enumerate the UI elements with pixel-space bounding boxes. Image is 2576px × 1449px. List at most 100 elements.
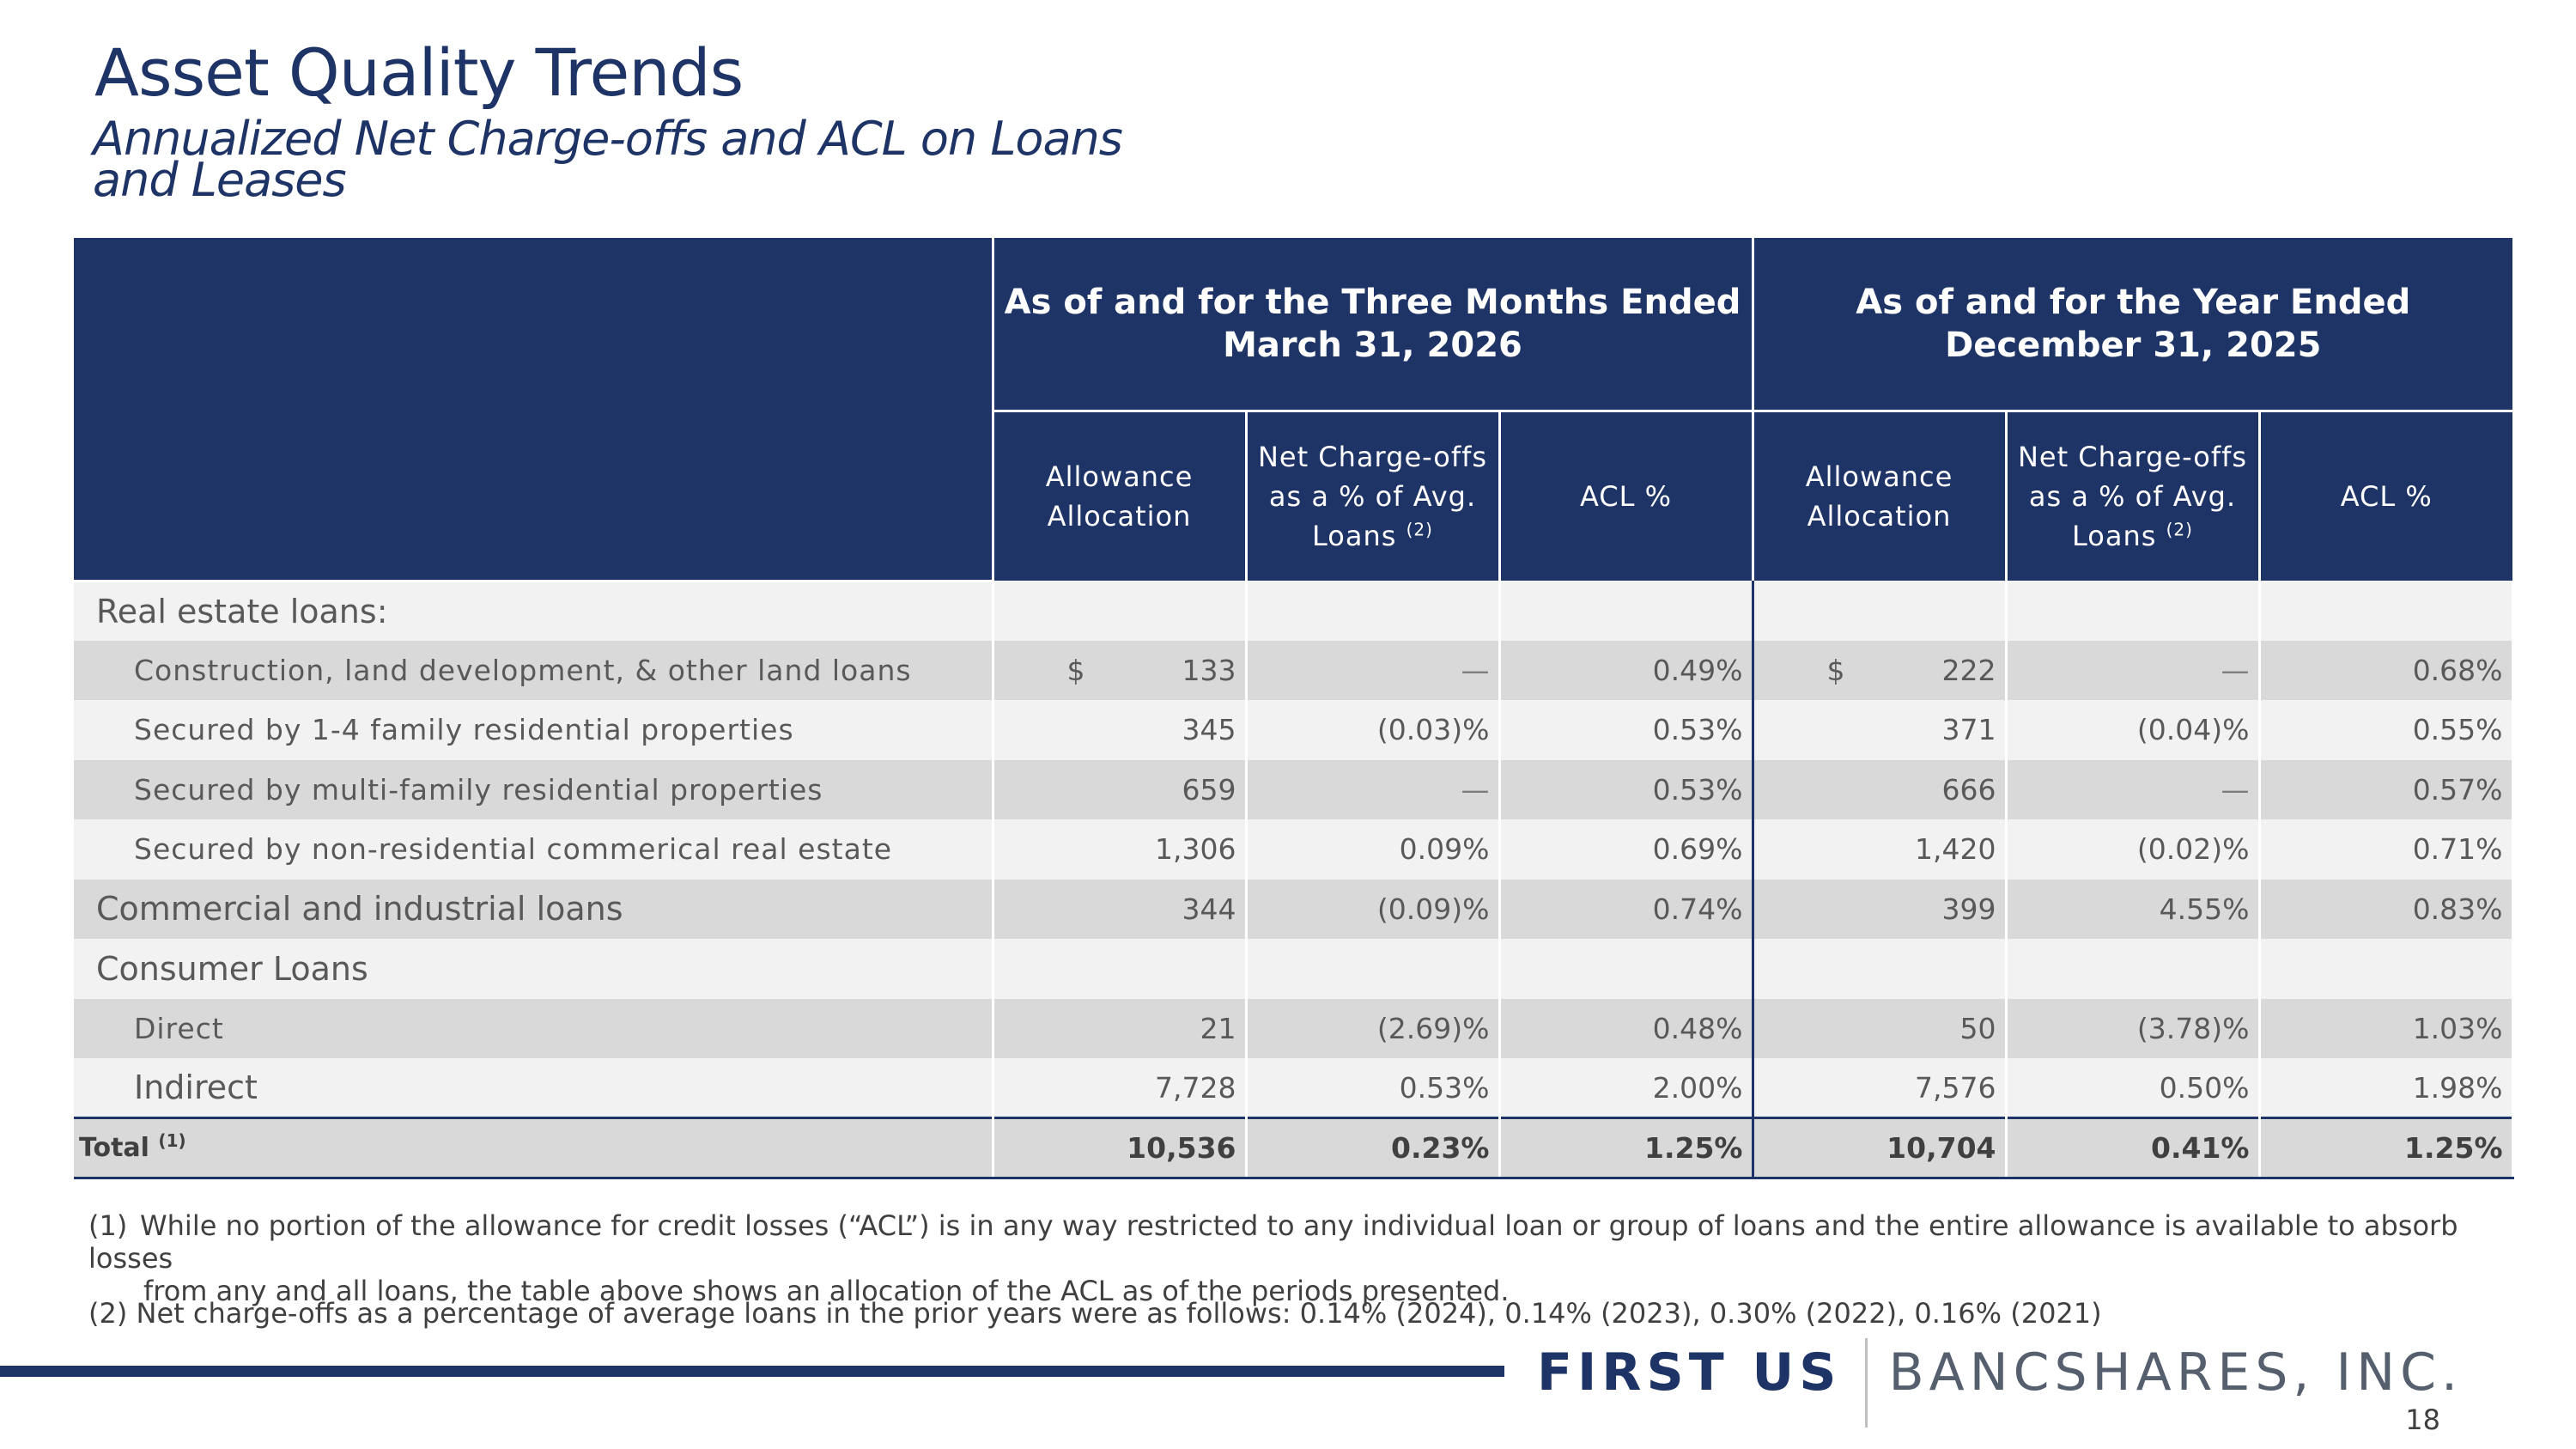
cell	[993, 939, 1248, 999]
cell: 1.25%	[2259, 1117, 2514, 1179]
cell	[993, 581, 1248, 641]
cell: 0.83%	[2259, 879, 2514, 939]
cell: 4.55%	[2006, 879, 2261, 939]
cell: 0.55%	[2259, 700, 2514, 760]
cell: 7,576	[1753, 1058, 2008, 1118]
page-number: 18	[2405, 1403, 2440, 1436]
cell: 0.53%	[1246, 1058, 1501, 1118]
logo-bancshares: BANCSHARES, INC.	[1888, 1342, 2464, 1403]
total-row: Total (1) 10,536 0.23% 1.25% 10,704 0.41…	[74, 1117, 2514, 1179]
cell: 344	[993, 879, 1248, 939]
cell: 0.57%	[2259, 759, 2514, 819]
cell: 0.68%	[2259, 640, 2514, 700]
cell: 0.41%	[2006, 1117, 2261, 1179]
cell: 0.69%	[1499, 819, 1754, 880]
cell: 10,704	[1753, 1117, 2008, 1179]
cell: 0.49%	[1499, 640, 1754, 700]
row-label: Secured by multi-family residential prop…	[74, 759, 994, 819]
total-label: Total (1)	[74, 1117, 994, 1179]
cell: 659	[993, 759, 1248, 819]
slide-title: Asset Quality Trends	[94, 34, 744, 111]
cell	[1499, 581, 1754, 641]
table-row: Secured by multi-family residential prop…	[74, 759, 2514, 819]
cell	[2259, 939, 2514, 999]
cell: 0.48%	[1499, 998, 1754, 1058]
cell: (0.02)%	[2006, 819, 2261, 880]
cell: 0.53%	[1499, 700, 1754, 760]
cell: 0.53%	[1499, 759, 1754, 819]
table-row: Real estate loans:	[74, 581, 2514, 641]
cell: 2.00%	[1499, 1058, 1754, 1118]
footnote-2: (2) Net charge-offs as a percentage of a…	[88, 1297, 2102, 1330]
cell: 0.50%	[2006, 1058, 2261, 1118]
cell: 345	[993, 700, 1248, 760]
cell: 1.98%	[2259, 1058, 2514, 1118]
company-logo: FIRST US BANCSHARES, INC.	[1537, 1338, 2464, 1428]
row-label: Consumer Loans	[74, 939, 994, 999]
cell	[1753, 939, 2008, 999]
table-row: Commercial and industrial loans 344 (0.0…	[74, 879, 2514, 939]
cell: —	[1246, 759, 1501, 819]
row-label: Direct	[74, 998, 994, 1058]
header-net-charge-offs: Net Charge-offs as a % of Avg. Loans (2)	[1246, 411, 1501, 581]
cell: $133	[993, 640, 1248, 700]
cell: —	[2006, 759, 2261, 819]
row-label: Construction, land development, & other …	[74, 640, 994, 700]
footer-rule	[0, 1366, 1504, 1377]
table-row: Construction, land development, & other …	[74, 640, 2514, 700]
row-label: Indirect	[74, 1058, 994, 1118]
header-blank-cell	[74, 238, 994, 582]
row-label: Secured by non-residential commerical re…	[74, 819, 994, 880]
cell: 10,536	[993, 1117, 1248, 1179]
cell: 399	[1753, 879, 2008, 939]
cell: —	[2006, 640, 2261, 700]
cell	[2006, 939, 2261, 999]
table-row: Indirect 7,728 0.53% 2.00% 7,576 0.50% 1…	[74, 1058, 2514, 1118]
table-row: Consumer Loans	[74, 939, 2514, 999]
logo-divider	[1865, 1338, 1868, 1428]
cell: 0.74%	[1499, 879, 1754, 939]
cell	[1499, 939, 1754, 999]
cell: 21	[993, 998, 1248, 1058]
cell: 1,420	[1753, 819, 2008, 880]
cell: 50	[1753, 998, 2008, 1058]
header-period-q1-2026: As of and for the Three Months Ended Mar…	[993, 238, 1754, 412]
header-acl-percent: ACL %	[2259, 411, 2513, 581]
cell: 0.09%	[1246, 819, 1501, 880]
cell: 1.25%	[1499, 1117, 1754, 1179]
cell: (2.69)%	[1246, 998, 1501, 1058]
cell: 1.03%	[2259, 998, 2514, 1058]
header-acl-percent: ACL %	[1499, 411, 1754, 581]
row-label: Real estate loans:	[74, 581, 994, 641]
cell: $222	[1753, 640, 2008, 700]
table-row: Secured by 1-4 family residential proper…	[74, 700, 2514, 760]
cell: 0.71%	[2259, 819, 2514, 880]
cell: (0.04)%	[2006, 700, 2261, 760]
currency-symbol: $	[1826, 653, 1845, 687]
header-allowance-allocation: Allowance Allocation	[1753, 411, 2008, 581]
asset-quality-table: As of and for the Three Months Ended Mar…	[74, 238, 2514, 1179]
cell: —	[1246, 640, 1501, 700]
cell	[2006, 581, 2261, 641]
cell	[2259, 581, 2514, 641]
cell	[1246, 581, 1501, 641]
slide-subtitle: Annualized Net Charge-offs and ACL on Lo…	[93, 112, 1123, 207]
row-label: Secured by 1-4 family residential proper…	[74, 700, 994, 760]
footnote-1: (1) While no portion of the allowance for…	[88, 1209, 2458, 1307]
table-row: Direct 21 (2.69)% 0.48% 50 (3.78)% 1.03%	[74, 998, 2514, 1058]
cell: 0.23%	[1246, 1117, 1501, 1179]
header-period-fy-2025: As of and for the Year Ended December 31…	[1753, 238, 2513, 412]
cell: (0.09)%	[1246, 879, 1501, 939]
table-row: Secured by non-residential commerical re…	[74, 819, 2514, 880]
cell: 7,728	[993, 1058, 1248, 1118]
cell	[1246, 939, 1501, 999]
cell: 371	[1753, 700, 2008, 760]
cell: 1,306	[993, 819, 1248, 880]
cell: (0.03)%	[1246, 700, 1501, 760]
cell: (3.78)%	[2006, 998, 2261, 1058]
header-net-charge-offs: Net Charge-offs as a % of Avg. Loans (2)	[2006, 411, 2261, 581]
currency-symbol: $	[1066, 653, 1085, 687]
header-allowance-allocation: Allowance Allocation	[993, 411, 1248, 581]
cell	[1753, 581, 2008, 641]
logo-first-us: FIRST US	[1537, 1342, 1842, 1403]
